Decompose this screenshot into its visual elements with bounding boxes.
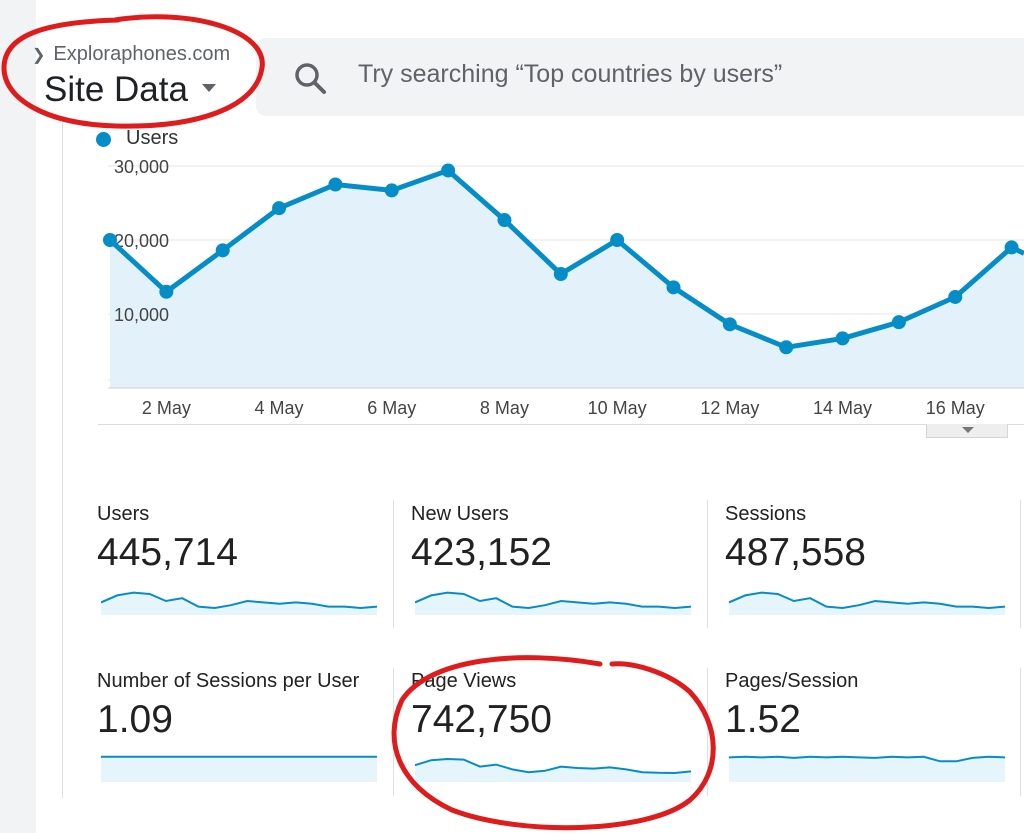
area-fill (110, 170, 1024, 388)
data-point (1004, 240, 1019, 255)
chevron-down-icon (962, 427, 974, 433)
x-tick-label: 6 May (367, 398, 416, 418)
sparkline (415, 757, 691, 782)
data-point (215, 243, 230, 258)
x-tick-label: 8 May (480, 398, 529, 418)
y-tick-label: 20,000 (114, 231, 169, 251)
scorecard-value: 1.52 (725, 698, 801, 741)
search-input[interactable]: Try searching “Top countries by users” (358, 60, 783, 88)
data-point (103, 233, 117, 247)
sparkline (415, 591, 691, 615)
sparkline-area (415, 759, 691, 782)
scorecard-value: 423,152 (411, 531, 552, 574)
x-tick-label: 16 May (926, 398, 985, 418)
content-divider (62, 118, 63, 798)
sparkline-line (729, 755, 1005, 763)
data-point (272, 201, 287, 216)
scorecard-value: 742,750 (411, 698, 552, 741)
data-point (384, 183, 399, 198)
data-point (722, 317, 737, 332)
scorecard-value: 445,714 (97, 531, 238, 574)
chart-expand-toggle[interactable] (926, 424, 1008, 438)
caret-down-icon (201, 83, 216, 92)
data-point (891, 315, 906, 330)
sparkline (729, 591, 1005, 615)
scorecard-label: Pages/Session (725, 670, 859, 692)
x-tick-label: 12 May (700, 398, 759, 418)
card-divider (1020, 500, 1021, 628)
scorecard-label: Users (97, 503, 150, 525)
series-line-users (108, 167, 1024, 350)
legend-label: Users (126, 127, 179, 149)
search-icon[interactable] (292, 60, 330, 98)
chevron-right-icon: ❯ (32, 47, 46, 64)
sparkline-line (101, 591, 377, 610)
x-tick-label: 14 May (813, 398, 872, 418)
page-title: Site Data (44, 70, 188, 109)
search-bar[interactable] (256, 38, 1024, 116)
left-rail (0, 0, 36, 833)
scorecard-label: Page Views (411, 670, 517, 692)
card-divider (707, 668, 708, 796)
sparkline-line (415, 591, 691, 610)
scorecard-value: 1.09 (97, 698, 173, 741)
data-point (159, 284, 174, 299)
x-tick-label: 10 May (588, 398, 647, 418)
card-divider (707, 500, 708, 628)
data-point (441, 163, 456, 178)
sparkline-area (729, 756, 1005, 782)
data-point (779, 340, 794, 355)
data-point (948, 289, 963, 304)
data-point (497, 213, 512, 228)
scorecard-label: Sessions (725, 503, 807, 525)
x-tick-label: 2 May (142, 398, 191, 418)
y-tick-label: 30,000 (114, 157, 169, 177)
scorecard-label: Number of Sessions per User (97, 670, 360, 692)
card-divider (393, 668, 394, 796)
view-selector[interactable]: Site Data (44, 70, 216, 110)
chart-divider (98, 424, 1024, 425)
scorecard-label: New Users (411, 503, 509, 525)
sparkline (101, 591, 377, 615)
breadcrumb[interactable]: ❯ Exploraphones.com (32, 43, 230, 66)
card-divider (1020, 668, 1021, 796)
users-line-chart: 10,000 20,000 30,000 2 May 4 May 6 May 8 May 10… (103, 157, 1024, 418)
data-point (610, 233, 625, 247)
sparkline-line (729, 591, 1005, 610)
data-point (328, 177, 343, 192)
sparkline (101, 755, 377, 782)
x-tick-label: 4 May (255, 398, 304, 418)
card-divider (393, 500, 394, 628)
data-point (666, 280, 681, 295)
sparkline (729, 755, 1005, 782)
legend-dot (96, 132, 111, 147)
sparkline-area (101, 756, 377, 782)
data-point (835, 331, 850, 346)
data-point (553, 267, 568, 282)
y-tick-label: 10,000 (114, 305, 169, 325)
scorecard-value: 487,558 (725, 531, 866, 574)
breadcrumb-property[interactable]: Exploraphones.com (53, 43, 231, 65)
